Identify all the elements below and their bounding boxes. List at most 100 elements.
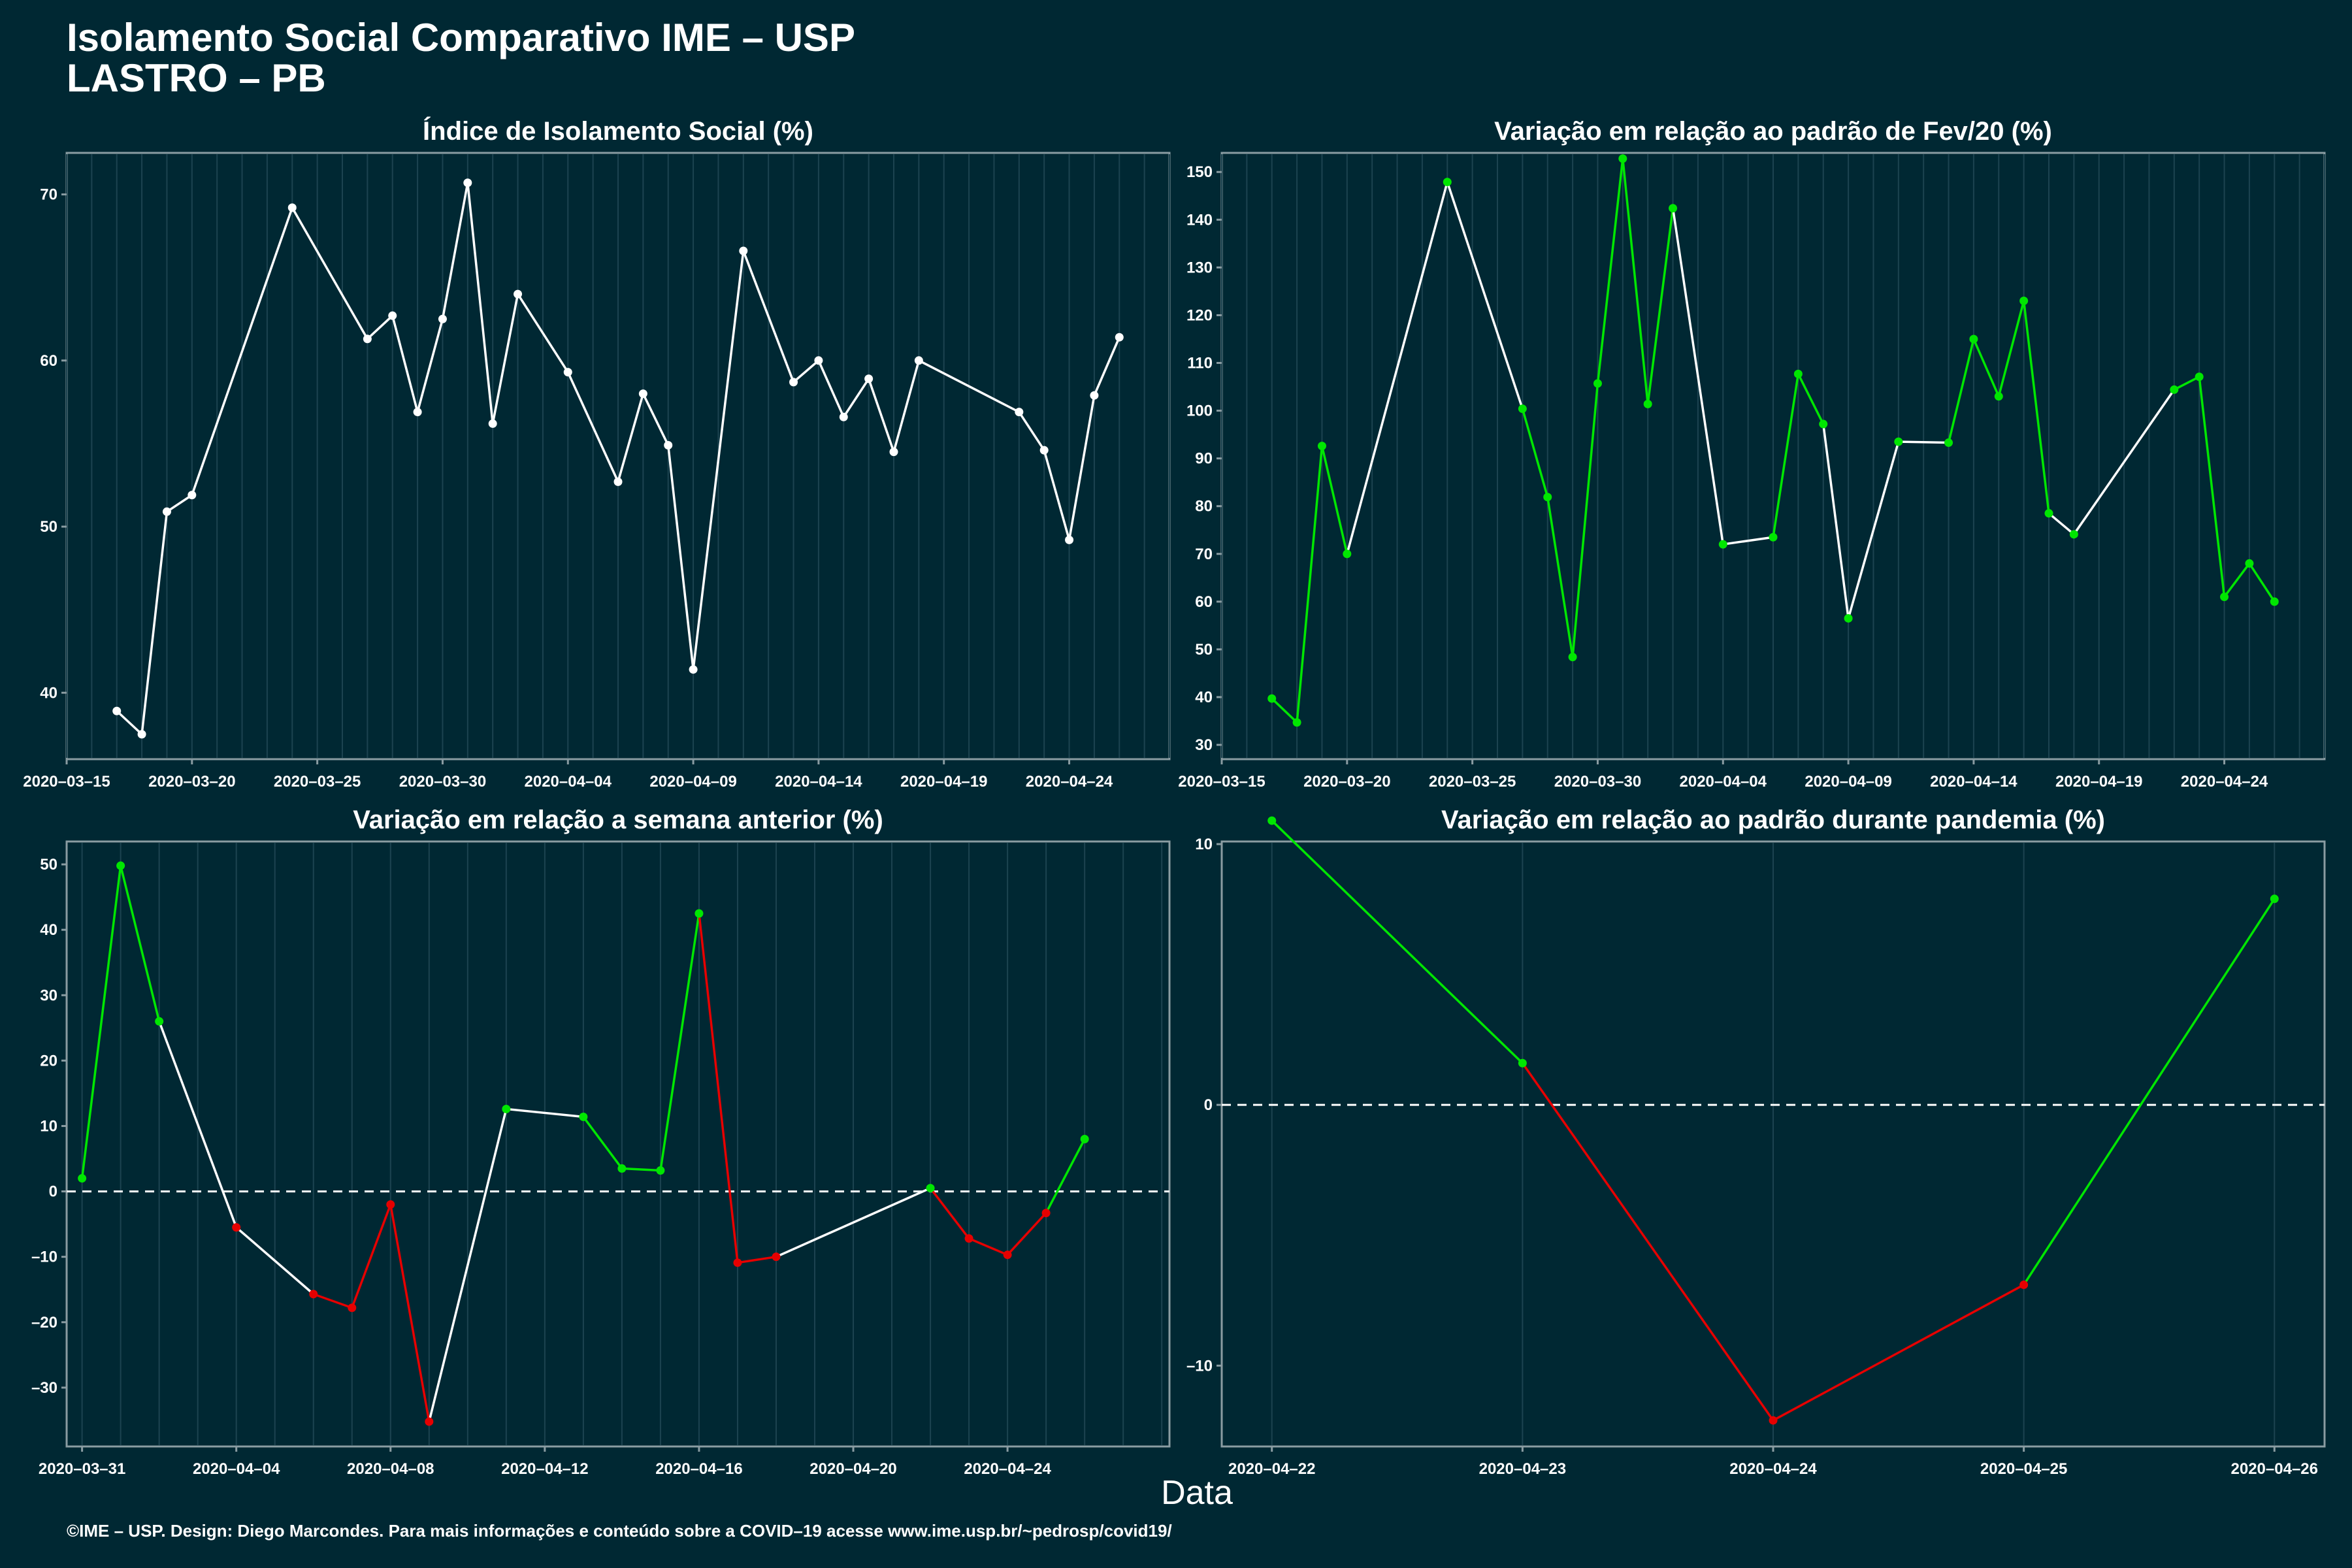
data-point bbox=[772, 1252, 781, 1262]
data-point bbox=[386, 1200, 395, 1209]
data-point bbox=[1669, 204, 1678, 213]
data-point bbox=[363, 335, 372, 344]
x-tick-label: 2020–04–22 bbox=[1228, 1460, 1315, 1478]
data-point bbox=[789, 378, 798, 387]
data-point bbox=[78, 1174, 87, 1183]
data-point bbox=[2220, 593, 2229, 602]
data-point bbox=[1643, 399, 1652, 408]
y-tick-label: 70 bbox=[40, 186, 57, 204]
series-line-segment bbox=[505, 1107, 585, 1119]
x-tick-label: 2020–04–14 bbox=[775, 773, 862, 791]
x-tick-label: 2020–04–08 bbox=[347, 1460, 434, 1478]
data-point bbox=[425, 1417, 434, 1426]
series-line-segment bbox=[2072, 388, 2176, 536]
data-point bbox=[488, 419, 497, 428]
series-line-segment bbox=[582, 1115, 623, 1170]
series-line-segment bbox=[1346, 180, 1449, 555]
data-point bbox=[1994, 392, 2003, 401]
x-tick-label: 2020–03–15 bbox=[1178, 773, 1265, 791]
series-line-segment bbox=[1521, 407, 1549, 498]
data-point bbox=[579, 1112, 588, 1121]
data-point bbox=[689, 665, 698, 674]
data-point bbox=[1267, 816, 1277, 825]
series-line-segment bbox=[929, 1186, 970, 1240]
data-point bbox=[1543, 493, 1552, 502]
data-point bbox=[1769, 532, 1778, 542]
data-point bbox=[1518, 404, 1527, 414]
series-line-segment bbox=[917, 359, 1021, 414]
data-point bbox=[413, 408, 422, 417]
x-tick-label: 2020–03–20 bbox=[1303, 773, 1390, 791]
series-line-segment bbox=[1947, 338, 1975, 444]
series-line-segment bbox=[1043, 449, 1071, 542]
series-line-segment bbox=[1972, 338, 2001, 398]
y-tick-label: 150 bbox=[1186, 163, 1213, 181]
data-point bbox=[188, 491, 197, 500]
x-tick-label: 2020–04–14 bbox=[1930, 773, 2017, 791]
data-point bbox=[1015, 408, 1024, 417]
data-point bbox=[1003, 1250, 1012, 1260]
series-line-segment bbox=[1722, 536, 1774, 546]
series-line-segment bbox=[366, 314, 394, 340]
series-line-segment bbox=[466, 182, 494, 425]
series-line-segment bbox=[119, 864, 161, 1023]
series-line-segment bbox=[2248, 562, 2276, 603]
x-tick-label: 2020–03–20 bbox=[148, 773, 235, 791]
data-point bbox=[613, 477, 623, 486]
series-line-segment bbox=[842, 378, 870, 419]
data-point bbox=[889, 448, 898, 457]
series-line-segment bbox=[516, 293, 570, 374]
x-tick-label: 2020–04–24 bbox=[1026, 773, 1113, 791]
x-tick-label: 2020–03–30 bbox=[399, 773, 486, 791]
x-tick-label: 2020–03–30 bbox=[1554, 773, 1641, 791]
panel-title: Variação em relação a semana anterior (%… bbox=[353, 806, 883, 834]
y-tick-label: 70 bbox=[1195, 546, 1213, 563]
series-line-segment bbox=[736, 1255, 777, 1264]
y-tick-label: –30 bbox=[31, 1379, 57, 1397]
data-point bbox=[814, 356, 823, 365]
series-line-segment bbox=[692, 250, 745, 671]
y-tick-label: 0 bbox=[1204, 1096, 1213, 1114]
series-line-segment bbox=[1296, 444, 1324, 724]
data-point bbox=[348, 1303, 357, 1313]
data-point bbox=[1343, 549, 1352, 559]
y-tick-label: 100 bbox=[1186, 402, 1213, 420]
data-point bbox=[463, 178, 472, 188]
series-line-segment bbox=[351, 1203, 392, 1309]
series-line-segment bbox=[1446, 180, 1524, 410]
x-tick-label: 2020–04–24 bbox=[2181, 773, 2268, 791]
series-line-segment bbox=[892, 359, 921, 453]
x-tick-label: 2020–04–24 bbox=[1729, 1460, 1817, 1478]
series-line-segment bbox=[1671, 207, 1725, 546]
x-tick-label: 2020–03–25 bbox=[1429, 773, 1516, 791]
y-tick-label: –10 bbox=[31, 1249, 57, 1266]
data-point bbox=[1292, 718, 1301, 727]
data-point bbox=[2170, 385, 2179, 394]
y-tick-label: 80 bbox=[1195, 498, 1213, 515]
data-point bbox=[1039, 446, 1049, 455]
data-point bbox=[438, 314, 447, 323]
data-point bbox=[864, 374, 874, 384]
data-point bbox=[1568, 653, 1577, 662]
data-point bbox=[1718, 540, 1727, 549]
data-point bbox=[1041, 1209, 1051, 1218]
data-point bbox=[502, 1104, 511, 1113]
data-point bbox=[914, 356, 923, 365]
data-point bbox=[1944, 438, 1953, 448]
y-tick-label: 0 bbox=[49, 1183, 57, 1201]
data-point bbox=[926, 1184, 935, 1193]
data-point bbox=[162, 507, 171, 516]
data-point bbox=[155, 1017, 164, 1026]
series-line-segment bbox=[391, 314, 419, 414]
data-point bbox=[1065, 535, 1074, 544]
data-point bbox=[1618, 154, 1627, 163]
data-point bbox=[2270, 597, 2279, 606]
series-line-segment bbox=[621, 1167, 662, 1172]
panel-title: Índice de Isolamento Social (%) bbox=[423, 116, 813, 146]
y-tick-label: 110 bbox=[1187, 355, 1213, 372]
data-point bbox=[1090, 391, 1099, 400]
x-axis-label: Data bbox=[1161, 1474, 1233, 1512]
y-tick-label: 120 bbox=[1186, 306, 1213, 324]
series-line-segment bbox=[191, 206, 294, 497]
x-tick-label: 2020–04–23 bbox=[1479, 1460, 1566, 1478]
